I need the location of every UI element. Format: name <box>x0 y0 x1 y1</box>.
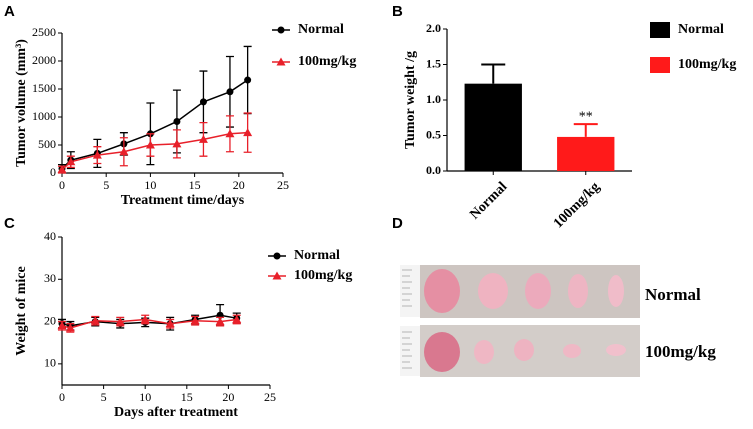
x-tick-label: Normal <box>467 179 510 222</box>
x-tick-label: 15 <box>181 390 193 404</box>
marker <box>243 128 253 137</box>
marker <box>145 140 155 149</box>
y-tick-label: 0 <box>50 165 56 179</box>
y-tick-label: 1.0 <box>426 92 441 106</box>
marker <box>190 316 200 325</box>
x-tick-label: 15 <box>189 178 201 192</box>
significance: ** <box>579 109 593 124</box>
x-axis-label: Days after treatment <box>114 405 238 420</box>
marker <box>90 316 100 325</box>
y-axis-label: Weight of mice <box>14 266 29 355</box>
x-tick-label: 0 <box>59 390 65 404</box>
legend-label: Normal <box>678 22 724 37</box>
series-line <box>61 318 237 329</box>
y-tick-label: 2.0 <box>426 21 441 35</box>
marker <box>173 117 181 125</box>
panel-letter: A <box>4 3 15 20</box>
y-tick-label: 1.5 <box>426 56 441 70</box>
y-tick-label: 2000 <box>32 53 56 67</box>
marker <box>66 157 76 166</box>
y-tick-label: 40 <box>44 229 56 243</box>
x-tick-label: 100mg/kg <box>551 179 603 231</box>
legend-label: Normal <box>294 248 340 263</box>
marker <box>199 98 207 106</box>
legend-label: 100mg/kg <box>298 54 356 69</box>
y-tick-label: 1500 <box>32 81 56 95</box>
x-tick-label: 10 <box>144 178 156 192</box>
x-tick-label: 25 <box>264 390 276 404</box>
y-axis-label: Tumor weight /g <box>403 51 418 149</box>
marker <box>226 88 234 96</box>
x-tick-label: 0 <box>59 178 65 192</box>
y-tick-label: 0.0 <box>426 163 441 177</box>
marker <box>57 321 67 330</box>
y-tick-label: 30 <box>44 271 56 285</box>
legend-label: 100mg/kg <box>678 57 736 72</box>
series-line <box>61 131 248 171</box>
marker <box>276 57 286 66</box>
y-tick-label: 0.5 <box>426 127 441 141</box>
marker <box>92 150 102 159</box>
x-tick-label: 5 <box>101 390 107 404</box>
x-tick-label: 20 <box>233 178 245 192</box>
marker <box>65 323 75 332</box>
y-tick-label: 500 <box>38 137 56 151</box>
panel-letter: C <box>4 215 15 232</box>
error-bar <box>573 123 598 137</box>
marker <box>198 134 208 143</box>
series-line <box>61 79 249 170</box>
panel-letter: B <box>392 3 403 20</box>
marker <box>272 271 282 280</box>
marker <box>172 139 182 148</box>
marker <box>140 314 150 323</box>
x-tick-label: 25 <box>277 178 289 192</box>
x-tick-label: 5 <box>103 178 109 192</box>
legend-swatch <box>650 22 670 38</box>
marker <box>215 317 225 326</box>
marker <box>165 319 175 328</box>
photo-label: Normal <box>645 285 701 304</box>
x-axis-label: Treatment time/days <box>121 193 245 208</box>
y-tick-label: 1000 <box>32 109 56 123</box>
marker <box>277 26 285 34</box>
marker <box>115 317 125 326</box>
y-tick-label: 10 <box>44 356 56 370</box>
legend-label: 100mg/kg <box>294 268 352 283</box>
error-bar <box>481 63 506 84</box>
panel-letter: D <box>392 215 403 232</box>
marker <box>225 129 235 138</box>
legend-swatch <box>650 57 670 73</box>
y-tick-label: 20 <box>44 313 56 327</box>
marker <box>232 314 242 323</box>
marker <box>57 165 67 174</box>
photo-label: 100mg/kg <box>645 342 716 361</box>
marker <box>244 76 252 84</box>
x-tick-label: 10 <box>139 390 151 404</box>
bar <box>557 136 615 171</box>
y-tick-label: 2500 <box>32 25 56 39</box>
legend-label: Normal <box>298 22 344 37</box>
x-tick-label: 20 <box>222 390 234 404</box>
y-axis-label: Tumor volume (mm³) <box>14 39 29 167</box>
tumor-photo <box>400 265 640 377</box>
bar <box>464 83 522 171</box>
marker <box>119 147 129 156</box>
marker <box>273 252 281 260</box>
